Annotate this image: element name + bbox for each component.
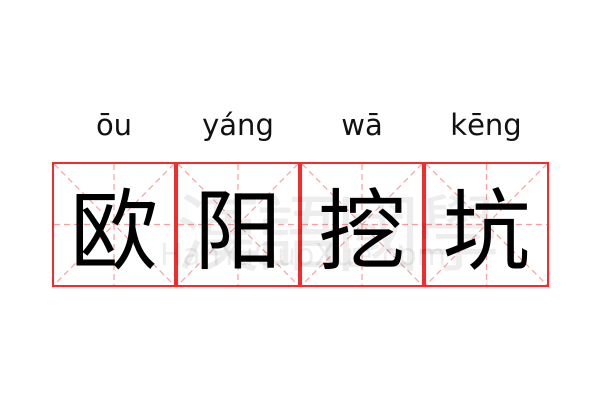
guide-lines (54, 164, 174, 285)
hanzi: 欧 (69, 180, 158, 283)
guide-lines (178, 164, 298, 285)
hanzi: 挖 (317, 180, 406, 283)
watermark-latin: HanYuGuoXue.com (160, 238, 447, 273)
guide-lines (302, 164, 422, 285)
character-cell-1: 阳 (176, 162, 300, 287)
pinyin-0: ōu (95, 108, 133, 142)
character-grid: 欧 阳 挖 坑 (52, 162, 549, 287)
pinyin-1: yáng (202, 108, 274, 142)
character-cell-2: 挖 (300, 162, 424, 287)
guide-lines (426, 164, 547, 285)
character-cell-0: 欧 (52, 162, 176, 287)
character-cell-3: 坑 (424, 162, 549, 287)
pinyin-2: wā (341, 108, 383, 142)
hanzi: 阳 (193, 180, 282, 283)
hanzi: 坑 (442, 180, 531, 283)
pinyin-3: kēng (450, 108, 522, 142)
